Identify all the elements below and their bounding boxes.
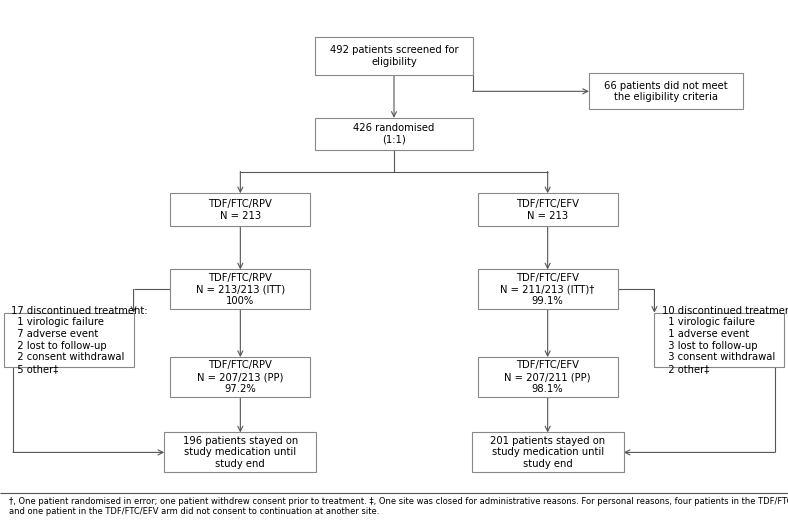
Text: TDF/FTC/EFV
N = 211/213 (ITT)†
99.1%: TDF/FTC/EFV N = 211/213 (ITT)† 99.1%	[500, 273, 595, 306]
Text: 10 discontinued treatment:
  1 virologic failure
  1 adverse event
  3 lost to f: 10 discontinued treatment: 1 virologic f…	[662, 306, 788, 374]
Bar	[471, 432, 623, 473]
Bar	[170, 193, 310, 226]
Text: 201 patients stayed on
study medication until
study end: 201 patients stayed on study medication …	[490, 436, 605, 469]
Bar	[654, 313, 784, 367]
Bar	[315, 118, 473, 150]
Bar	[170, 269, 310, 309]
Text: TDF/FTC/RPV
N = 213/213 (ITT)
100%: TDF/FTC/RPV N = 213/213 (ITT) 100%	[195, 273, 285, 306]
Text: TDF/FTC/RPV
N = 207/213 (PP)
97.2%: TDF/FTC/RPV N = 207/213 (PP) 97.2%	[197, 361, 284, 393]
Text: TDF/FTC/RPV
N = 213: TDF/FTC/RPV N = 213	[208, 199, 273, 220]
Bar	[478, 269, 618, 309]
Text: 66 patients did not meet
the eligibility criteria: 66 patients did not meet the eligibility…	[604, 81, 727, 102]
Text: 426 randomised
(1:1): 426 randomised (1:1)	[353, 123, 435, 144]
Text: 196 patients stayed on
study medication until
study end: 196 patients stayed on study medication …	[183, 436, 298, 469]
Bar	[164, 432, 316, 473]
Text: 492 patients screened for
eligibility: 492 patients screened for eligibility	[329, 45, 459, 66]
Bar	[170, 357, 310, 397]
Bar	[315, 37, 473, 75]
Text: 17 discontinued treatment:
  1 virologic failure
  7 adverse event
  2 lost to f: 17 discontinued treatment: 1 virologic f…	[11, 306, 148, 374]
Bar	[478, 357, 618, 397]
Text: †, One patient randomised in error; one patient withdrew consent prior to treatm: †, One patient randomised in error; one …	[9, 497, 788, 517]
Text: TDF/FTC/EFV
N = 213: TDF/FTC/EFV N = 213	[516, 199, 579, 220]
Text: TDF/FTC/EFV
N = 207/211 (PP)
98.1%: TDF/FTC/EFV N = 207/211 (PP) 98.1%	[504, 361, 591, 393]
Bar	[478, 193, 618, 226]
Bar	[3, 313, 133, 367]
Bar	[589, 73, 742, 109]
